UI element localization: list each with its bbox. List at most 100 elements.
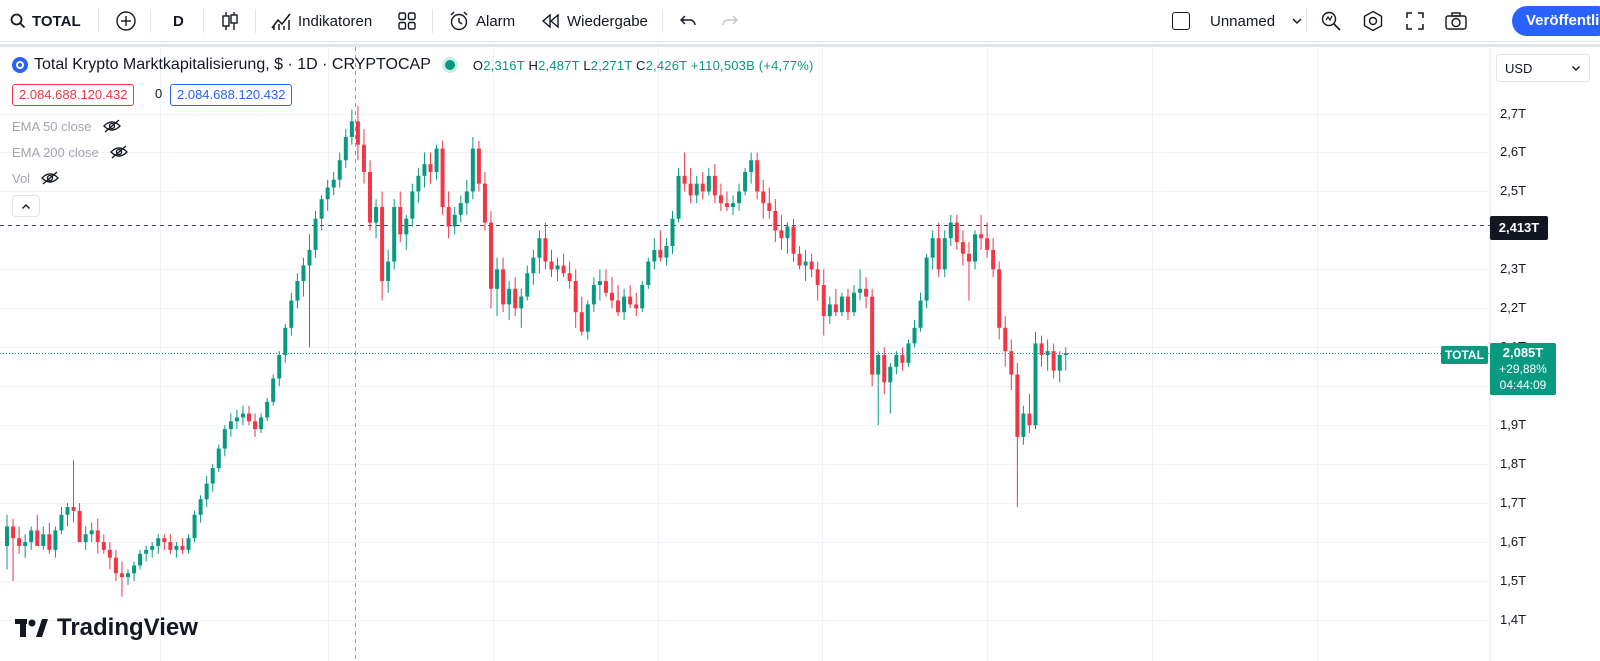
camera-icon (1445, 12, 1467, 30)
symbol-price-tag[interactable]: TOTAL (1441, 346, 1488, 364)
candle-body (543, 238, 548, 262)
fullscreen-icon (1406, 12, 1424, 30)
candle-body (712, 175, 717, 196)
redo-button[interactable] (721, 0, 739, 42)
snapshot-button[interactable] (1444, 0, 1468, 42)
candle-body (900, 355, 905, 363)
candle-body (858, 288, 863, 293)
candle-body (374, 207, 379, 223)
legend-title[interactable]: Total Krypto Marktkapitalisierung, $ · 1… (34, 56, 431, 73)
candle-body (180, 545, 185, 550)
candle-body (761, 191, 766, 204)
eye-off-icon[interactable] (109, 144, 129, 160)
templates-button[interactable] (397, 0, 417, 42)
indicator-ema200[interactable]: EMA 200 close (12, 144, 129, 160)
candle-body (168, 542, 173, 550)
interval-button[interactable]: D (173, 0, 184, 42)
publish-button[interactable]: Veröffentlichen (1512, 6, 1600, 36)
candle-body (428, 164, 433, 172)
price-axis-tick: 1,8T (1500, 456, 1527, 472)
settings-button[interactable] (1362, 0, 1384, 42)
compare-button[interactable] (115, 0, 137, 42)
price-axis-tick: 1,6T (1500, 534, 1527, 550)
candle-body (979, 234, 984, 239)
indicators-button[interactable]: Indikatoren (270, 0, 372, 42)
candle-body (815, 269, 820, 285)
sell-price-box[interactable]: 2.084.688.120.432 (12, 84, 135, 106)
candle-body (664, 245, 669, 258)
candle-body (700, 183, 705, 192)
price-axis-tick: 2,5T (1500, 183, 1527, 199)
candle-body (839, 296, 844, 313)
candle-body (652, 249, 657, 262)
symbol-search-button[interactable]: TOTAL (10, 0, 81, 42)
candle-body (440, 148, 445, 208)
indicator-ema50[interactable]: EMA 50 close (12, 118, 122, 134)
candle-body (773, 210, 778, 231)
chevron-down-icon (1572, 65, 1580, 71)
price-chart[interactable] (0, 47, 1600, 661)
eye-off-icon[interactable] (40, 170, 60, 186)
symbol-label: TOTAL (32, 12, 81, 30)
candle-body (724, 203, 729, 208)
candle-body (809, 261, 814, 270)
candle-body (694, 183, 699, 196)
buy-price-box[interactable]: 2.084.688.120.432 (170, 84, 293, 106)
candle-body (119, 573, 124, 578)
candle-body (234, 417, 239, 422)
candle-body (464, 191, 469, 204)
separator (98, 9, 99, 33)
candle-body (743, 171, 748, 192)
candle-body (997, 269, 1002, 328)
candle-body (1057, 355, 1062, 371)
currency-selector[interactable]: USD (1496, 54, 1590, 82)
candle-body (555, 265, 560, 270)
alert-button[interactable]: Alarm (448, 0, 515, 42)
redo-icon (722, 15, 738, 26)
last-price-value: 2,085T (1502, 345, 1544, 360)
candle-body (482, 183, 487, 223)
collapse-legend-button[interactable] (12, 195, 40, 217)
candle-body (126, 573, 130, 578)
quick-search-button[interactable] (1320, 0, 1342, 42)
candle-body (924, 257, 929, 301)
magic-search-icon (1321, 11, 1341, 31)
candle-body (186, 538, 191, 550)
low-value: 2,271T (590, 57, 633, 73)
candle-body (973, 234, 977, 262)
candle-body (622, 296, 627, 313)
price-axis-tick: 2,3T (1500, 261, 1527, 277)
candle-body (646, 261, 651, 285)
candle-body (513, 288, 518, 309)
market-status-icon[interactable] (444, 60, 455, 70)
candle-body (446, 207, 451, 227)
top-toolbar: TOTAL D Indikatoren Alarm Wiedergabe Unn… (0, 0, 1600, 42)
price-axis-tick: 1,7T (1500, 495, 1527, 511)
indicator-volume[interactable]: Vol (12, 170, 60, 186)
high-value: 2,487T (538, 57, 580, 73)
layout-selector[interactable]: Unnamed (1172, 0, 1303, 42)
candle-body (991, 249, 996, 270)
candle-body (434, 148, 439, 172)
eye-off-icon[interactable] (102, 118, 122, 134)
candle-body (640, 284, 645, 309)
candle-body (852, 292, 856, 313)
candle-body (731, 203, 735, 208)
candle-body (5, 526, 9, 546)
candle-body (476, 148, 481, 184)
candle-body (785, 226, 790, 239)
indicators-label: Indikatoren (298, 12, 373, 30)
candle-body (894, 355, 899, 367)
replay-button[interactable]: Wiedergabe (541, 0, 648, 42)
candle-body (452, 214, 457, 227)
chart-type-button[interactable] (220, 0, 240, 42)
last-price-change: +29,88% (1499, 362, 1547, 376)
candle-body (791, 226, 796, 254)
candle-body (888, 366, 893, 383)
candle-body (289, 300, 294, 328)
candle-body (410, 191, 415, 219)
undo-button[interactable] (679, 0, 697, 42)
candle-body (77, 510, 82, 543)
fullscreen-button[interactable] (1405, 0, 1425, 42)
tradingview-watermark[interactable]: TradingView (15, 614, 198, 642)
